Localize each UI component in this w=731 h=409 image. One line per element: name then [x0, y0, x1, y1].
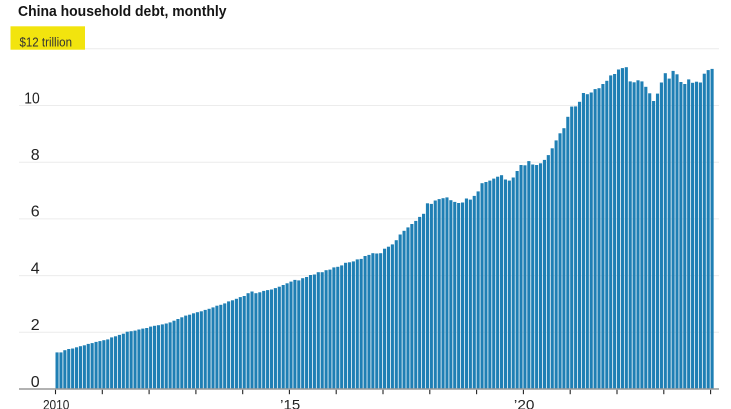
- svg-text:2010: 2010: [43, 396, 70, 409]
- svg-text:10: 10: [24, 90, 40, 107]
- svg-text:China household debt, monthly: China household debt, monthly: [18, 4, 227, 20]
- svg-text:4: 4: [31, 260, 40, 277]
- svg-text:’20: ’20: [514, 396, 535, 409]
- svg-text:’15: ’15: [280, 396, 300, 409]
- svg-text:2: 2: [31, 317, 40, 334]
- svg-text:0: 0: [31, 374, 40, 391]
- svg-text:6: 6: [31, 204, 40, 221]
- svg-text:8: 8: [31, 147, 40, 164]
- svg-text:$12 trillion: $12 trillion: [20, 35, 73, 50]
